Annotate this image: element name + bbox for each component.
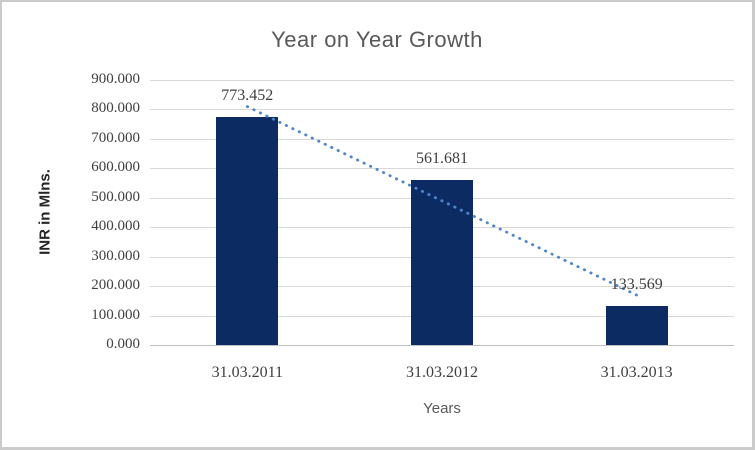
bar-data-label: 133.569: [610, 275, 663, 293]
bar: [411, 179, 473, 345]
y-tick-label: 700.000: [91, 129, 140, 146]
bar: [216, 117, 279, 345]
gridline: [150, 80, 734, 81]
x-axis-line: [150, 345, 734, 346]
chart-title: Year on Year Growth: [271, 27, 483, 52]
x-tick-label: 31.03.2012: [406, 364, 479, 381]
y-tick-label: 500.000: [91, 188, 140, 205]
bar: [605, 305, 668, 345]
bar-data-label: 773.452: [221, 87, 274, 105]
y-tick-label: 400.000: [91, 218, 140, 235]
y-tick-label: 100.000: [91, 306, 140, 323]
y-tick-label: 300.000: [91, 247, 140, 264]
bar-data-label: 561.681: [416, 149, 468, 167]
y-axis-title: INR in Mlns.: [36, 169, 54, 255]
y-tick-label: 0.000: [106, 336, 140, 352]
gridline: [150, 109, 734, 111]
y-tick-label: 600.000: [91, 159, 140, 176]
x-tick-label: 31.03.2013: [600, 364, 673, 381]
y-tick-label: 900.000: [91, 71, 140, 87]
y-tick-label: 800.000: [91, 100, 140, 117]
x-tick-label: 31.03.2011: [211, 364, 284, 381]
y-tick-label: 200.000: [91, 277, 140, 294]
x-axis-title: Years: [423, 400, 461, 417]
